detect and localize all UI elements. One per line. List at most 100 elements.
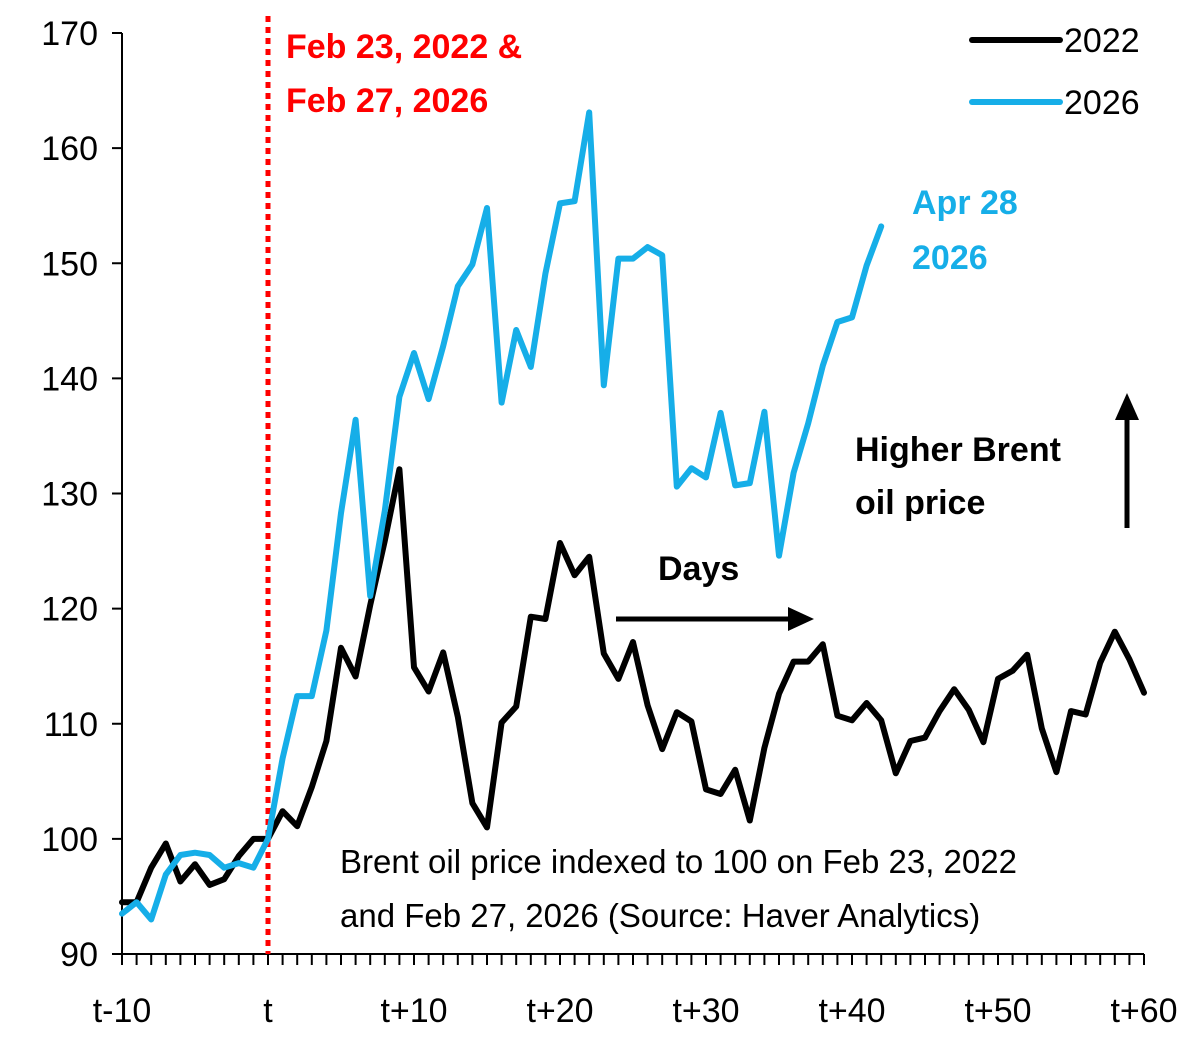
data-point-2022 [528, 614, 533, 619]
data-point-2022 [587, 554, 592, 559]
data-point-2022 [966, 707, 971, 713]
data-point-2026 [426, 396, 431, 402]
data-point-2022 [1010, 668, 1015, 673]
data-point-2022 [995, 676, 1001, 682]
data-point-2022 [514, 704, 519, 709]
data-point-2022 [149, 865, 154, 870]
data-point-2026 [587, 110, 592, 115]
data-point-2026 [616, 256, 621, 261]
data-point-2022 [791, 659, 796, 664]
data-point-2022 [893, 771, 898, 776]
data-point-2026 [703, 475, 709, 480]
data-point-2026 [382, 508, 387, 513]
data-point-2022 [1025, 652, 1030, 657]
data-point-2022 [572, 573, 577, 578]
y-tick-label: 160 [41, 130, 98, 168]
data-point-2026 [134, 900, 139, 905]
data-point-2022 [382, 538, 387, 543]
data-point-2026 [251, 865, 256, 870]
data-point-2022 [119, 900, 125, 905]
source-note: and Feb 27, 2026 (Source: Haver Analytic… [340, 897, 980, 934]
data-point-2026 [762, 409, 767, 414]
data-point-2022 [849, 718, 855, 723]
data-point-2026 [178, 852, 183, 858]
data-point-2026 [514, 327, 519, 333]
data-point-2022 [280, 809, 285, 814]
data-point-2022 [747, 818, 752, 823]
data-point-2022 [922, 735, 928, 740]
data-point-2022 [251, 836, 256, 842]
data-point-2026 [163, 872, 168, 877]
data-point-2022 [1098, 660, 1103, 665]
data-point-2022 [1112, 629, 1118, 634]
legend-label-2022: 2022 [1064, 22, 1140, 60]
data-point-2022 [820, 642, 825, 647]
data-point-2026 [557, 201, 563, 206]
y-tick-label: 130 [41, 476, 98, 514]
data-point-2026 [455, 284, 460, 289]
data-point-2026 [864, 263, 869, 268]
data-point-2022 [630, 639, 636, 645]
data-point-2022 [484, 825, 490, 830]
series-line-2026 [119, 109, 885, 923]
data-point-2022 [368, 603, 373, 608]
data-point-2022 [703, 787, 709, 792]
x-tick-label: t+20 [526, 992, 593, 1030]
data-point-2022 [163, 841, 168, 846]
data-point-2026 [441, 343, 446, 349]
x-tick-label: t+30 [672, 992, 739, 1030]
data-point-2022 [689, 719, 694, 724]
data-point-2026 [733, 483, 738, 488]
x-tick-label: t+50 [964, 992, 1031, 1030]
data-point-2022 [645, 703, 650, 708]
data-point-2022 [1083, 712, 1088, 717]
data-point-2026 [411, 350, 417, 356]
data-point-2022 [207, 882, 212, 888]
data-point-2022 [324, 738, 329, 744]
data-point-2026 [645, 244, 650, 250]
legend-label-2026: 2026 [1064, 84, 1140, 122]
data-point-2022 [557, 540, 563, 546]
days-label: Days [658, 550, 739, 588]
data-point-2026 [484, 205, 490, 211]
data-point-2022 [864, 700, 869, 706]
y-tick-label: 90 [60, 936, 98, 974]
data-point-2022 [543, 616, 548, 622]
data-point-2026 [295, 693, 300, 699]
data-point-2022 [762, 745, 767, 751]
data-point-2026 [280, 756, 285, 761]
data-point-2022 [441, 650, 446, 655]
event-marker-label: Feb 23, 2022 & [286, 28, 522, 66]
data-point-2026 [149, 917, 154, 922]
series-line-2022 [119, 466, 1147, 906]
data-point-2022 [660, 746, 665, 752]
y-tick-label: 100 [41, 821, 98, 859]
data-point-2022 [879, 718, 884, 723]
end-date-label: 2026 [912, 239, 988, 277]
data-point-2026 [791, 470, 796, 475]
y-tick-label: 150 [41, 245, 98, 283]
data-point-2022 [776, 691, 782, 696]
data-point-2026 [689, 466, 694, 471]
data-point-2026 [879, 224, 884, 229]
data-point-2022 [236, 853, 241, 859]
data-point-2026 [674, 484, 679, 489]
data-point-2026 [397, 394, 402, 399]
data-point-2022 [1054, 769, 1059, 775]
data-point-2022 [908, 738, 913, 744]
data-point-2026 [718, 410, 723, 416]
data-point-2026 [835, 319, 840, 325]
x-tick-label: t+60 [1110, 992, 1177, 1030]
data-point-2022 [981, 740, 986, 745]
data-point-2026 [368, 593, 373, 599]
data-point-2026 [222, 865, 227, 870]
data-point-2026 [528, 364, 533, 370]
data-point-2022 [733, 767, 738, 772]
data-point-2026 [601, 383, 606, 388]
x-tick-label: t [263, 992, 273, 1030]
data-point-2026 [470, 262, 475, 267]
data-point-2022 [295, 824, 300, 829]
data-point-2022 [397, 467, 402, 472]
data-point-2026 [309, 693, 314, 699]
